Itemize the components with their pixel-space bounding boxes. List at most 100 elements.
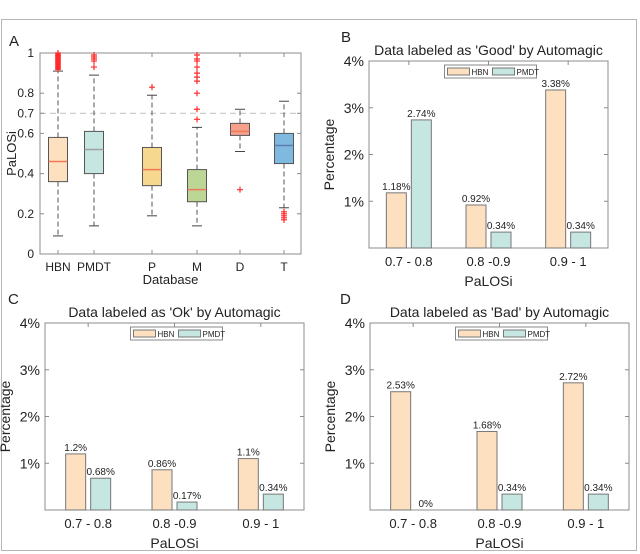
bar-hbn (465, 204, 487, 249)
data-label: 1.18% (382, 182, 410, 193)
x-tick-label: 0.9 - 1 (567, 516, 604, 531)
data-label: 0.34% (566, 221, 594, 232)
figure-frame (1, 19, 637, 551)
panel-b-barchart: Data labeled as 'Good' by Automagic 1% 2% 3… (321, 42, 609, 289)
outlier-cluster (55, 53, 61, 71)
panel-letter-b: B (341, 29, 351, 46)
box-hbn: HBN (45, 50, 71, 274)
bar-group-hbn: 3.38% (541, 79, 570, 249)
y-tick-label: 2% (344, 147, 364, 163)
bar-group-hbn: 1.68% (473, 420, 501, 511)
outlier-marker (194, 90, 200, 97)
outlier-marker (194, 106, 200, 113)
bar-group-pmdt: 0.34% (566, 221, 595, 249)
x-tick-label: P (148, 260, 156, 274)
bar-group-pmdt: 0.68% (86, 467, 115, 511)
iqr-box (84, 130, 104, 175)
outlier-marker (281, 208, 287, 215)
bar-pmdt (410, 119, 432, 249)
x-tick-label: 0.7 - 0.8 (385, 254, 433, 269)
bar-group-pmdt: 0.34% (259, 483, 288, 511)
y-tick-label: 4% (344, 53, 364, 69)
x-tick-label: HBN (45, 260, 70, 274)
legend-label-pmdt: PMDT (528, 330, 551, 339)
data-label: 0.92% (462, 194, 490, 205)
legend-label-pmdt: PMDT (203, 330, 226, 339)
outlier-marker (194, 70, 200, 77)
x-tick-label: M (192, 260, 202, 274)
data-label: 0.34% (259, 483, 287, 494)
legend-label-hbn: HBN (472, 68, 489, 77)
x-tick-label: 0.8 -0.9 (466, 254, 510, 269)
bar-group-hbn: 0.92% (462, 194, 490, 249)
box-d: D (230, 53, 250, 274)
y-tick-label: 1% (20, 455, 40, 471)
y-axis-label: PaLOSi (4, 131, 19, 176)
legend: HBN PMDT (130, 326, 226, 341)
y-tick-label: 0.4 (17, 167, 34, 181)
iqr-box (48, 136, 68, 183)
bar-pmdt (490, 231, 512, 249)
y-tick-label: 0.8 (17, 86, 34, 100)
legend-swatch-pmdt (503, 329, 526, 338)
bar-group-pmdt: 0.34% (584, 483, 613, 511)
x-axis-label: Database (143, 272, 199, 287)
bar-group-pmdt: 0% (418, 499, 433, 510)
data-label: 1.2% (64, 443, 87, 454)
y-tick-label: 0 (27, 247, 34, 261)
outlier-marker (91, 64, 97, 71)
y-tick-label: 1% (345, 455, 365, 471)
bar-group-hbn: 1.18% (382, 182, 411, 249)
box-m: M (187, 52, 207, 274)
bar-group-hbn: 0.86% (148, 459, 176, 511)
axes-box (39, 52, 302, 255)
bar-group-pmdt: 0.17% (173, 491, 201, 511)
x-tick-label: 0.9 - 1 (242, 516, 279, 531)
y-axis-label: Percentage (0, 380, 13, 452)
bar-hbn (390, 391, 412, 511)
iqr-box (274, 132, 294, 165)
x-tick-label: 0.8 -0.9 (152, 516, 196, 531)
bar-hbn (151, 469, 173, 511)
bar-group-hbn: 2.72% (559, 372, 588, 511)
x-tick-label: 0.9 - 1 (550, 254, 587, 269)
legend: HBN PMDT (444, 64, 539, 79)
legend-swatch-pmdt (178, 329, 201, 338)
data-label: 1.68% (473, 420, 501, 431)
y-tick-label: 4% (345, 315, 365, 331)
bar-group-hbn: 1.2% (64, 443, 87, 511)
x-tick-label: 0.7 - 0.8 (64, 516, 112, 531)
bar-hbn (562, 382, 584, 511)
data-label: 0.68% (86, 467, 114, 478)
bar-pmdt (90, 477, 112, 511)
y-axis-label: Percentage (321, 118, 337, 190)
panel-letter-c: C (8, 291, 19, 308)
chart-title: Data labeled as 'Good' by Automagic (374, 42, 603, 58)
iqr-box (187, 169, 207, 203)
legend: HBN PMDT (455, 326, 551, 341)
x-axis-label: PaLOSi (150, 535, 198, 551)
bar-group-pmdt: 0.34% (498, 483, 526, 511)
y-tick-label: 0.2 (17, 207, 34, 221)
bar-hbn (385, 192, 407, 249)
bar-group-pmdt: 0.34% (487, 221, 515, 249)
bar-hbn (476, 430, 498, 511)
bar-pmdt (501, 493, 523, 511)
iqr-box (230, 122, 250, 136)
legend-swatch-pmdt (492, 67, 515, 76)
data-label: 0% (418, 499, 433, 510)
x-tick-label: 0.8 -0.9 (477, 516, 521, 531)
bar-hbn (545, 89, 567, 249)
panel-d-barchart: Data labeled as 'Bad' by Automagic 1% 2% 3%… (322, 304, 630, 551)
bar-group-pmdt: 2.74% (407, 109, 436, 249)
bar-pmdt (262, 493, 284, 511)
box-t: T (274, 53, 294, 274)
x-tick-label: PMDT (77, 260, 112, 274)
data-label: 3.38% (541, 79, 569, 90)
legend-swatch-hbn (133, 329, 156, 338)
data-label: 0.86% (148, 459, 176, 470)
bar-group-hbn: 1.1% (237, 448, 260, 511)
bar-hbn (237, 458, 259, 511)
outlier-marker (194, 64, 200, 71)
bar-group-hbn: 2.53% (386, 381, 415, 511)
